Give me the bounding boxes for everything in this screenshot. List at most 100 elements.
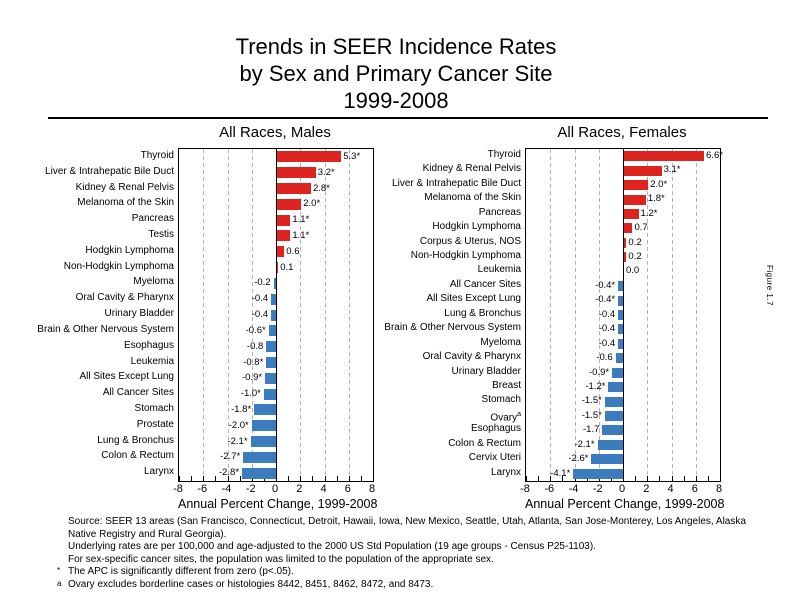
bar-value-label: -2.8* — [218, 467, 240, 479]
x-axis-tick-label: 6 — [344, 483, 351, 495]
category-label-text: Brain & Other Nervous System — [37, 323, 174, 335]
bar-value-label: -1.8* — [231, 403, 252, 415]
footnote-marker: * — [57, 566, 61, 575]
bar — [263, 388, 276, 400]
gridline — [671, 149, 673, 481]
category-label-text: Esophagus — [470, 423, 521, 435]
x-axis-tick — [215, 476, 217, 481]
bar-value-label: -2.1* — [574, 438, 595, 450]
footnote-line: For sex-specific cancer sites, the popul… — [57, 554, 763, 567]
bar-value-label: -1.5* — [581, 395, 602, 407]
footnote-line: Underlying rates are per 100,000 and age… — [57, 541, 763, 554]
gridline — [203, 149, 205, 481]
x-axis-tick — [191, 476, 193, 481]
gridline — [695, 149, 697, 481]
bar-value-label: -2.6* — [568, 453, 589, 465]
plot-area: 5.3* 3.2* 2.8* 2.0* 1.1* 1.1* 0.6 0.1 -0.2 -0.4 -0… — [178, 148, 374, 482]
bar-value-label: -0.4 — [598, 308, 616, 320]
footnote-text: Underlying rates are per 100,000 and age… — [68, 541, 596, 552]
bar — [254, 404, 276, 416]
category-label: Hodgkin Lymphoma — [28, 243, 174, 259]
bar — [591, 454, 623, 465]
category-label: Oral Cavity & Pharynx — [28, 290, 174, 306]
bar — [618, 324, 623, 335]
category-label: Kidney & Renal Pelvis — [383, 162, 521, 176]
bar-value-label: -0.4* — [595, 294, 616, 306]
category-label-text: Oral Cavity & Pharynx — [422, 351, 521, 363]
category-label: Urinary Bladder — [28, 306, 174, 322]
x-axis-tick-label: 2 — [643, 483, 650, 495]
category-label: Esophagus — [383, 422, 521, 436]
category-label-text: Liver & Intrahepatic Bile Duct — [45, 165, 174, 177]
category-label-text: Urinary Bladder — [104, 308, 174, 320]
males-bar-chart: All Races, Males 5.3* 3.2* 2.8* 2.0* 1.1* 1.1*… — [28, 124, 402, 520]
bar-value-label: 0.2 — [628, 251, 642, 263]
category-label-text: Liver & Intrahepatic Bile Duct — [392, 177, 521, 189]
category-label: All Sites Except Lung — [28, 369, 175, 385]
bar — [243, 451, 276, 463]
category-label-superscript: a — [517, 410, 521, 418]
x-axis-tick-label: -8 — [520, 483, 530, 495]
category-label: Melanoma of the Skin — [28, 195, 174, 211]
x-axis-tick — [227, 476, 229, 481]
bar-value-label: 1.1* — [292, 214, 310, 226]
x-axis-tick-label: 2 — [296, 483, 303, 495]
bar-value-label: -0.4* — [595, 279, 616, 291]
title-divider — [48, 117, 768, 119]
x-axis-tick-label: 6 — [691, 483, 698, 495]
category-label-text: Kidney & Renal Pelvis — [422, 163, 521, 175]
category-label: Ovarya — [383, 408, 521, 423]
x-axis-tick-label: -6 — [197, 483, 208, 495]
x-axis-tick — [635, 476, 637, 481]
category-label-text: Hodgkin Lymphoma — [85, 244, 174, 256]
category-label-text: Melanoma of the Skin — [77, 197, 174, 209]
category-label: Colon & Rectum — [383, 437, 521, 451]
footnotes: Source: SEER 13 areas (San Francisco, Co… — [57, 516, 763, 591]
gridline — [348, 149, 350, 481]
category-label: Thyroid — [383, 148, 521, 162]
x-axis-tick — [647, 476, 649, 481]
gridline — [300, 149, 302, 481]
category-label: Colon & Rectum — [28, 448, 174, 464]
bar-value-label: -1.7 — [583, 424, 600, 436]
category-label: Lung & Bronchus — [28, 433, 174, 449]
category-label: Liver & Intrahepatic Bile Duct — [383, 177, 521, 191]
bar-value-label: 2.0* — [303, 198, 321, 210]
bar-value-label: -0.8* — [243, 356, 264, 368]
x-axis-tick-label: -4 — [221, 483, 232, 495]
bar — [273, 277, 276, 289]
bar-value-label: 0.2 — [628, 236, 642, 248]
gridline — [324, 149, 326, 481]
x-axis-tick — [562, 476, 564, 481]
footnote-text: The APC is significantly different from … — [68, 566, 294, 577]
category-label: Liver & Intrahepatic Bile Duct — [28, 164, 174, 180]
category-label: Myeloma — [28, 274, 174, 290]
x-axis-tick-label: 0 — [271, 483, 279, 495]
bar-value-label: 1.8* — [647, 193, 665, 205]
x-axis-tick-label: 4 — [667, 483, 674, 495]
x-axis-tick — [683, 476, 685, 481]
bar-value-label: -2.0* — [228, 419, 249, 431]
bar-value-label: -1.2* — [585, 380, 606, 392]
bar — [271, 293, 276, 305]
category-label-text: Lung & Bronchus — [97, 434, 174, 446]
bar — [624, 194, 646, 205]
category-label: Pancreas — [28, 211, 174, 227]
figure-number-label: Figure 1.7 — [765, 265, 774, 307]
x-axis-tick-label: 8 — [715, 483, 723, 495]
x-axis-tick — [336, 476, 338, 481]
category-label: Thyroid — [28, 148, 174, 164]
category-label: Leukemia — [28, 354, 174, 370]
category-label: All Cancer Sites — [383, 278, 521, 292]
bar — [618, 295, 623, 306]
category-label: Esophagus — [28, 338, 174, 354]
bar — [277, 262, 279, 274]
x-axis-tick — [623, 476, 624, 481]
bar-value-label: -2.7* — [220, 451, 241, 463]
bar-value-label: -4.1* — [550, 467, 571, 479]
category-label-text: All Cancer Sites — [449, 278, 521, 290]
bar — [277, 167, 316, 179]
bar-value-label: -0.6* — [245, 324, 266, 336]
gridline — [550, 149, 552, 481]
